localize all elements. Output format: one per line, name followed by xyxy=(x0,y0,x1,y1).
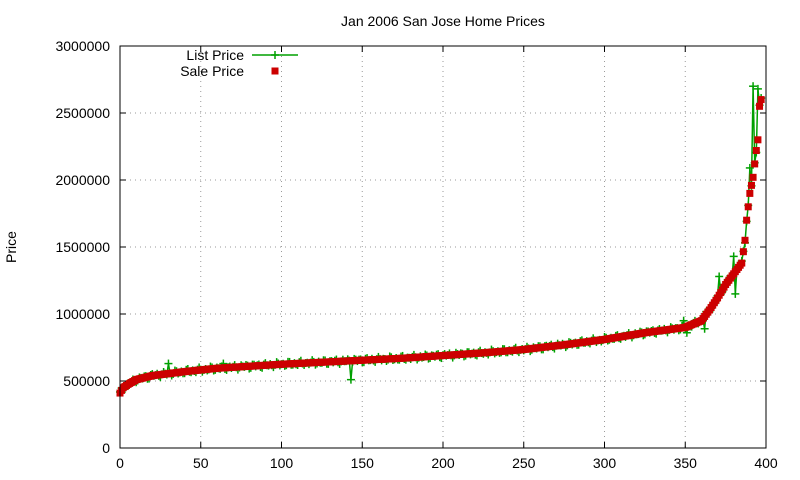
list-price-point-392 xyxy=(749,82,758,91)
legend-marker-sale-price xyxy=(271,67,279,75)
y-tick-label-0: 0 xyxy=(102,440,110,456)
list-price-point-380 xyxy=(729,252,738,261)
sale-price-point-392 xyxy=(749,173,757,181)
x-tick-label-4: 200 xyxy=(431,455,455,471)
x-tick-label-0: 0 xyxy=(116,455,124,471)
x-tick-label-8: 400 xyxy=(754,455,778,471)
list-price-point-395 xyxy=(753,84,762,93)
list-price-point-371 xyxy=(715,272,724,281)
list-price-point-143 xyxy=(346,375,355,384)
sale-price-point-389 xyxy=(744,203,752,211)
list-price-point-362 xyxy=(700,324,709,333)
list-price-point-390 xyxy=(745,163,754,172)
sale-price-point-390 xyxy=(746,189,754,197)
x-tick-label-5: 250 xyxy=(512,455,536,471)
sale-price-point-391 xyxy=(747,181,755,189)
sale-price-point-394 xyxy=(752,147,760,155)
sale-price-point-386 xyxy=(739,248,747,256)
list-price-point-30 xyxy=(164,359,173,368)
legend: List Price Sale Price xyxy=(180,47,298,79)
sale-price-point-395 xyxy=(754,136,762,144)
y-tick-label-1: 500000 xyxy=(63,373,110,389)
x-tick-label-1: 50 xyxy=(193,455,209,471)
sale-price-point-387 xyxy=(741,236,749,244)
series-line-list-price xyxy=(119,86,762,393)
legend-label-sale-price: Sale Price xyxy=(180,63,244,79)
series-layer xyxy=(116,82,766,397)
x-tick-label-3: 150 xyxy=(351,455,375,471)
y-axis-label: Price xyxy=(3,231,19,263)
sale-price-point-396 xyxy=(756,102,764,110)
y-tick-label-3: 1500000 xyxy=(55,239,110,255)
y-tick-label-5: 2500000 xyxy=(55,105,110,121)
legend-label-list-price: List Price xyxy=(186,47,244,63)
sale-price-point-397 xyxy=(757,96,765,104)
sale-price-point-393 xyxy=(751,160,759,168)
list-price-point-381 xyxy=(731,289,740,298)
y-tick-label-6: 3000000 xyxy=(55,38,110,54)
grid-layer xyxy=(120,46,766,448)
sale-price-point-388 xyxy=(743,216,751,224)
ticks-layer: 0 50 100 150 200 250 300 350 400 0 500000 1000000 15… xyxy=(55,38,777,471)
x-tick-label-7: 350 xyxy=(674,455,698,471)
x-tick-label-2: 100 xyxy=(270,455,294,471)
y-tick-label-4: 2000000 xyxy=(55,172,110,188)
chart-title: Jan 2006 San Jose Home Prices xyxy=(341,13,545,29)
sale-price-point-385 xyxy=(738,259,746,267)
y-tick-label-2: 1000000 xyxy=(55,306,110,322)
x-tick-label-6: 300 xyxy=(593,455,617,471)
